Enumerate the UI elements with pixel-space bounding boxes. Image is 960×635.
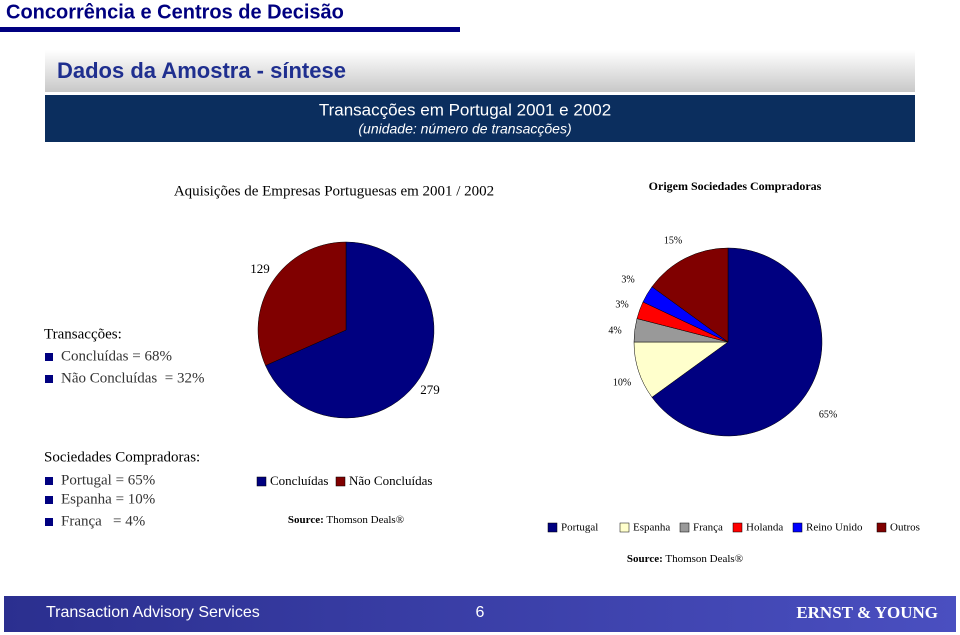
legend-label: Reino Unido <box>806 522 863 534</box>
footer-text: Transaction Advisory Services <box>46 604 260 621</box>
banner <box>45 95 915 142</box>
legend-swatch <box>792 522 803 533</box>
legend-swatch <box>876 522 887 533</box>
pie-slice <box>265 241 435 419</box>
value-label: 3% <box>615 299 628 310</box>
legend-label: Espanha <box>633 522 670 534</box>
legend-label: Holanda <box>746 522 783 534</box>
value-label: 279 <box>420 382 440 397</box>
bullet <box>45 496 53 504</box>
source-label: Source: <box>288 514 324 526</box>
value-label: 65% <box>819 409 837 420</box>
chart-title: Origem Sociedades Compradoras <box>649 179 822 193</box>
legend-swatch <box>732 522 743 533</box>
source-text: Thomson Deals® <box>665 553 743 565</box>
source: Source: Thomson Deals® <box>288 514 404 526</box>
legend-label: Outros <box>890 522 920 534</box>
page-number: 6 <box>476 604 485 621</box>
legend-swatch <box>619 522 630 533</box>
bullet <box>45 518 53 526</box>
legend-swatch <box>335 476 346 487</box>
value-label: 10% <box>613 377 631 388</box>
source-label: Source: <box>627 553 663 565</box>
pie-slice <box>651 247 823 437</box>
value-label: 15% <box>664 235 682 246</box>
footer-bar <box>4 596 956 632</box>
banner-subtitle: (unidade: número de transacções) <box>358 121 571 137</box>
summary-item: França = 4% <box>61 513 145 529</box>
chart-title: Aquisições de Empresas Portuguesas em 20… <box>174 183 494 199</box>
source-text: Thomson Deals® <box>326 514 404 526</box>
summary-title: Sociedades Compradoras: <box>44 449 200 465</box>
source: Source: Thomson Deals® <box>627 553 743 565</box>
section-band <box>45 50 915 92</box>
header-rule <box>0 27 460 32</box>
legend-label: Portugal <box>561 522 598 534</box>
logo: ERNST & YOUNG <box>796 603 938 622</box>
value-label: 3% <box>621 274 634 285</box>
legend-label: França <box>693 522 723 534</box>
value-label: 129 <box>250 261 270 276</box>
summary-item: Espanha = 10% <box>61 491 155 507</box>
legend-swatch <box>547 522 558 533</box>
value-label: 4% <box>608 325 621 336</box>
pie-slice <box>257 241 347 366</box>
summary-item: Não Concluídas = 32% <box>61 370 204 386</box>
pie-slice <box>651 247 729 343</box>
summary-item: Concluídas = 68% <box>61 348 172 364</box>
bullet <box>45 375 53 383</box>
legend-label: Concluídas <box>270 473 329 488</box>
legend-swatch <box>256 476 267 487</box>
bullet <box>45 477 53 485</box>
header: Concorrência e Centros de Decisão <box>6 1 344 23</box>
bullet <box>45 353 53 361</box>
summary-title: Transacções: <box>44 326 122 342</box>
section-title: Dados da Amostra - síntese <box>57 58 346 83</box>
summary-item: Portugal = 65% <box>61 472 155 488</box>
legend-swatch <box>679 522 690 533</box>
legend-label: Não Concluídas <box>349 473 432 488</box>
banner-title: Transacções em Portugal 2001 e 2002 <box>319 100 611 119</box>
